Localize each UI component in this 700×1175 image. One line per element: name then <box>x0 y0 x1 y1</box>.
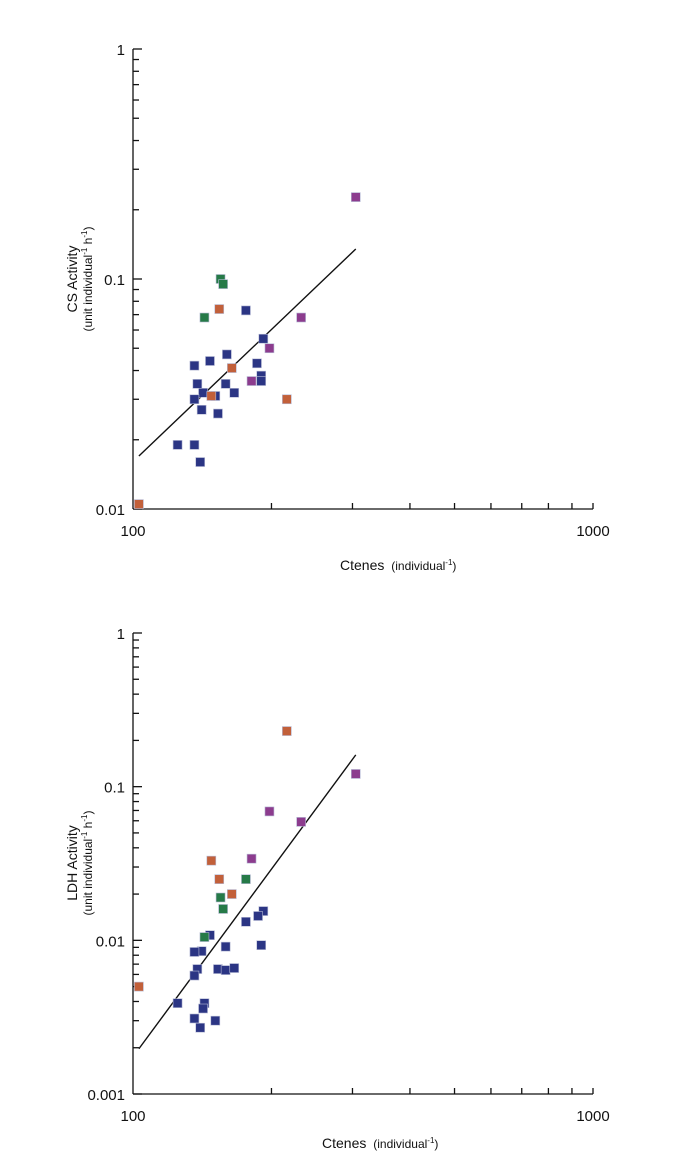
data-point-blue <box>195 457 206 467</box>
ldh-activity-chart: 0.001 0.01 0.1 1 100 1000 Ctenes (individual-… <box>64 626 610 1151</box>
data-point-blue <box>213 408 223 419</box>
data-point-blue <box>252 358 262 369</box>
cs-activity-chart: 0.01 0.1 1 100 1000 Ctenes (individual-1) CS… <box>64 42 610 573</box>
data-point-blue <box>220 941 231 952</box>
data-point-blue <box>241 917 251 927</box>
data-point-blue <box>229 388 240 398</box>
data-point-blue <box>172 998 183 1008</box>
data-point-purple <box>350 769 361 779</box>
y-tick-label: 0.001 <box>87 1087 125 1104</box>
data-point-blue <box>220 965 231 975</box>
ldh-axes <box>132 632 594 1095</box>
ldh-points <box>134 726 361 1050</box>
data-point-blue <box>205 356 215 366</box>
regression-line <box>138 248 357 457</box>
data-point-orange <box>134 499 144 509</box>
y-tick-label: 1 <box>117 42 125 59</box>
data-point-blue <box>222 349 232 360</box>
data-point-green <box>199 312 210 323</box>
data-point-blue <box>253 911 263 921</box>
ldh-y-axis-unit: (unit individual-1 h-1) <box>80 811 95 916</box>
data-point-purple <box>246 853 257 864</box>
data-point-blue <box>172 440 183 450</box>
data-point-purple <box>296 312 306 323</box>
cs-x-axis-title: Ctenes (individual-1) <box>340 557 456 573</box>
data-point-green <box>199 932 210 942</box>
ldh-y-axis-title: LDH Activity (unit individual-1 h-1) <box>64 811 95 916</box>
data-point-purple <box>246 376 257 386</box>
data-point-purple <box>296 817 306 827</box>
data-point-green <box>218 904 228 914</box>
data-point-blue <box>229 963 240 973</box>
data-point-blue <box>256 940 267 950</box>
y-tick-label: 1 <box>117 626 125 643</box>
data-point-blue <box>241 305 251 316</box>
x-tick-label: 100 <box>120 1108 145 1125</box>
data-point-purple <box>264 806 275 817</box>
data-point-blue <box>189 947 200 957</box>
data-point-blue <box>195 1022 206 1033</box>
data-point-purple <box>264 343 275 354</box>
svg-text:LDH Activity: LDH Activity <box>64 825 80 900</box>
data-point-blue <box>189 394 200 405</box>
data-point-blue <box>189 1013 200 1024</box>
y-tick-label: 0.1 <box>104 272 125 289</box>
data-point-blue <box>192 379 203 389</box>
cs-points <box>134 192 361 509</box>
data-point-orange <box>214 304 225 314</box>
data-point-blue <box>256 376 267 386</box>
data-point-blue <box>258 906 269 916</box>
data-point-orange <box>206 855 217 866</box>
cs-y-axis-unit: (unit individual-1 h-1) <box>80 227 95 332</box>
data-point-orange <box>214 874 225 884</box>
data-point-green <box>241 874 251 884</box>
data-point-orange <box>206 391 217 401</box>
x-tick-label: 1000 <box>576 1108 609 1125</box>
data-point-blue <box>210 1015 221 1026</box>
cs-axes <box>132 48 594 510</box>
data-point-blue <box>258 333 269 344</box>
data-point-orange <box>282 726 292 736</box>
data-point-purple <box>350 192 361 202</box>
y-tick-label: 0.01 <box>96 933 125 950</box>
x-tick-label: 1000 <box>576 523 609 540</box>
data-point-orange <box>134 981 144 992</box>
data-point-green <box>218 279 228 289</box>
data-point-blue <box>189 970 200 981</box>
data-point-blue <box>189 360 200 371</box>
data-point-orange <box>282 394 292 405</box>
y-tick-label: 0.1 <box>104 780 125 797</box>
x-tick-label: 100 <box>120 523 145 540</box>
regression-line <box>138 754 357 1050</box>
data-point-orange <box>227 889 237 899</box>
cs-y-axis-title: CS Activity (unit individual-1 h-1) <box>64 227 95 332</box>
svg-text:CS Activity: CS Activity <box>64 246 80 313</box>
data-point-blue <box>189 440 200 450</box>
data-point-blue <box>220 379 231 389</box>
ldh-tick-labels: 0.001 0.01 0.1 1 100 1000 <box>87 626 609 1125</box>
data-point-green <box>215 892 226 903</box>
data-point-blue <box>198 1003 208 1014</box>
y-tick-label: 0.01 <box>96 502 125 519</box>
data-point-blue <box>198 388 208 398</box>
data-point-orange <box>227 363 237 373</box>
cs-tick-labels: 0.01 0.1 1 100 1000 <box>96 42 610 540</box>
data-point-blue <box>196 404 207 415</box>
ldh-x-axis-title: Ctenes (individual-1) <box>322 1135 438 1151</box>
